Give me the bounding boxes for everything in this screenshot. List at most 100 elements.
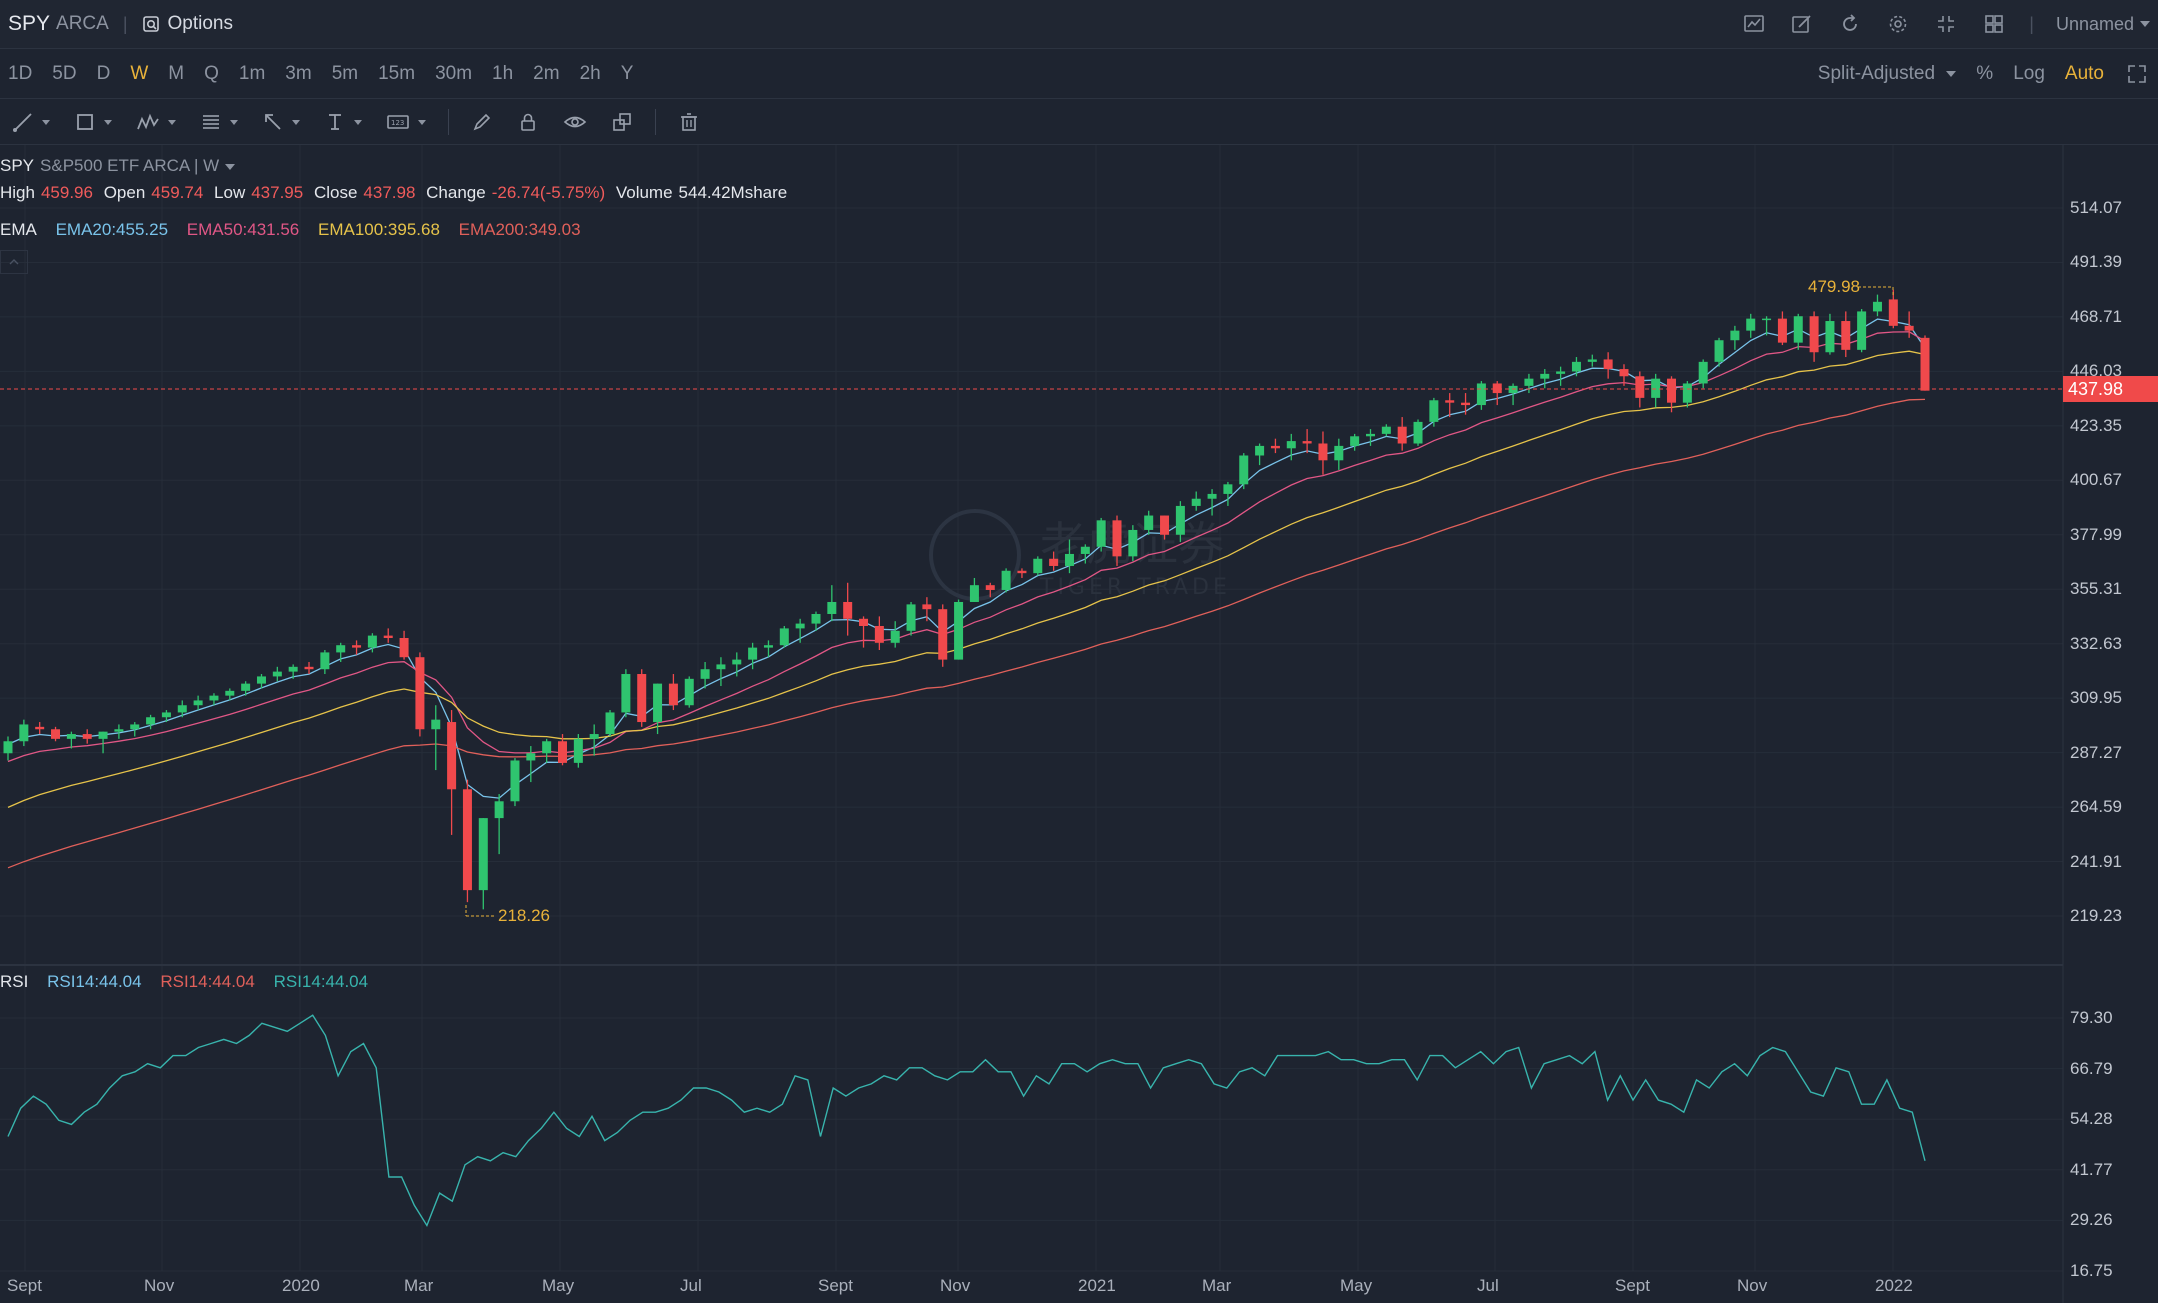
rsi-legend[interactable]: RSI RSI14:44.04 RSI14:44.04 RSI14:44.04 [0,972,382,992]
visibility-tool[interactable] [563,111,587,133]
candle-body [510,760,520,802]
period-1d[interactable]: 1D [8,63,33,84]
change-label: Change [426,183,486,202]
period-w[interactable]: W [130,63,149,84]
candle-body [1809,316,1819,353]
period-2m[interactable]: 2m [533,63,560,84]
time-tick-label: 2020 [282,1276,320,1295]
ema-legend[interactable]: EMA EMA20:455.25 EMA50:431.56 EMA100:395… [0,220,595,240]
candle-body [874,625,884,643]
period-q[interactable]: Q [204,63,219,84]
period-15m[interactable]: 15m [378,63,416,84]
watermark-subtext: TIGER TRADE [1039,575,1231,600]
period-5d[interactable]: 5D [52,63,77,84]
candle-body [558,741,568,763]
candle-body [256,676,266,684]
settings-icon[interactable] [1885,11,1911,37]
chevron-down-icon[interactable] [225,163,236,170]
candle-body [320,652,330,670]
candle-body [1825,321,1835,353]
price-tick-label: 514.07 [2070,198,2122,217]
arrow-icon [265,114,281,130]
candle-body [1461,402,1471,406]
lock-tool[interactable] [517,111,539,133]
text-tool[interactable] [324,111,362,133]
period-1m[interactable]: 1m [238,63,266,84]
candle-body [225,690,235,696]
volume-label: Volume [615,183,673,202]
candle-body [1841,321,1851,350]
candle-body [700,669,710,679]
wave-pattern-icon [137,113,159,130]
fibonacci-tool[interactable] [200,111,238,133]
rsi-value-c: RSI14:44.04 [273,972,369,991]
split-adjusted-dropdown[interactable]: Split-Adjusted [1818,63,1957,85]
candle-body [605,712,615,735]
chart-type-icon[interactable] [1741,11,1767,37]
candle-body [589,734,599,739]
shape-tool[interactable] [74,111,112,133]
period-1h[interactable]: 1h [492,63,514,84]
low-marker-label: 218.26 [498,906,550,925]
symbol[interactable]: SPY [8,12,51,35]
drawing-icon[interactable] [1789,11,1815,37]
candle-body [859,618,869,626]
pencil-tool[interactable] [471,111,493,133]
text-icon [329,114,341,130]
auto-toggle[interactable]: Auto [2064,63,2104,84]
label-tool[interactable]: 123 [386,111,426,133]
period-5m[interactable]: 5m [331,63,359,84]
period-3m[interactable]: 3m [285,63,312,84]
high-label: High [0,183,35,202]
expand-icon[interactable] [2124,61,2150,87]
legend-desc[interactable]: S&P500 ETF ARCA | W [40,156,220,175]
candle-body [177,705,187,713]
percent-toggle[interactable]: % [1976,63,1994,84]
period-m[interactable]: M [168,63,185,84]
collapse-indicators-button[interactable] [0,250,28,274]
candle-body [827,601,837,614]
low-label: Low [214,183,246,202]
line-tool[interactable] [12,111,50,133]
candle-body [1667,378,1677,403]
candle-body [795,623,805,629]
clone-tool[interactable] [611,111,633,133]
exchange: ARCA [56,13,109,34]
candle-body [542,741,552,754]
eye-icon [563,116,587,128]
candle-body [1587,359,1597,362]
rsi-tick-label: 41.77 [2070,1159,2113,1179]
layout-name-dropdown[interactable]: Unnamed [2056,14,2150,35]
candle-body [1350,436,1360,446]
delete-tool[interactable] [678,111,700,133]
candle-body [415,657,425,730]
candle-body [1698,361,1708,384]
time-tick-label: Nov [1737,1276,1768,1295]
log-toggle[interactable]: Log [2013,63,2045,84]
candle-body [1413,421,1423,444]
period-2h[interactable]: 2h [579,63,601,84]
period-y[interactable]: Y [620,63,634,84]
layout-grid-icon[interactable] [1981,11,2007,37]
refresh-icon[interactable] [1837,11,1863,37]
candle-body [1017,570,1027,574]
candle-body [462,789,472,891]
candle-body [716,664,726,670]
time-tick-label: Nov [144,1276,175,1295]
period-d[interactable]: D [96,63,111,84]
pattern-tool[interactable] [136,111,176,133]
fullscreen-icon[interactable] [1933,11,1959,37]
candle-body [1033,558,1043,574]
candle-body [621,674,631,713]
candle-body [1270,445,1280,449]
period-30m[interactable]: 30m [435,63,473,84]
low-value: 437.95 [251,183,304,202]
options-button[interactable]: Options [142,13,233,35]
rectangle-icon [77,114,93,130]
rsi-path [7,1014,1926,1228]
time-tick-label: 2021 [1078,1276,1116,1295]
watermark-logo: 老虎证券 TIGER TRADE [929,509,1231,601]
price-tick-label: 491.39 [2070,252,2122,272]
arrow-tool[interactable] [262,111,300,133]
